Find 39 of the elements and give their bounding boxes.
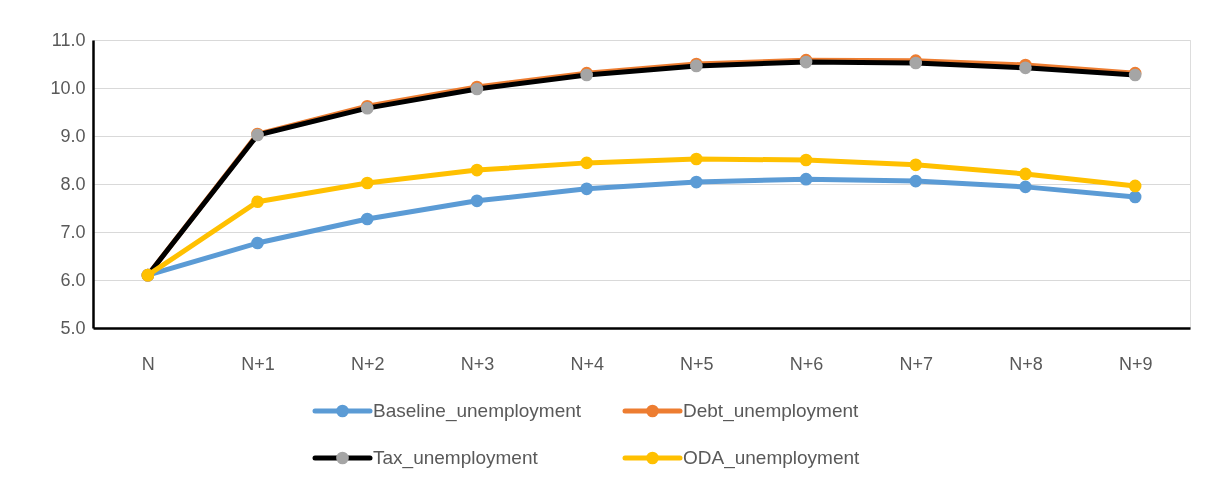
y-tick-label: 5.0 [60, 317, 86, 338]
y-tick-label: 9.0 [60, 125, 86, 146]
legend-label: Baseline_unemployment [373, 400, 582, 422]
point [251, 195, 264, 209]
x-tick-label: N+2 [350, 353, 385, 374]
x-tick-label: N [141, 353, 155, 374]
x-tick-label: N+9 [1118, 353, 1153, 374]
x-tick-label: N+5 [680, 353, 714, 374]
x-tick-label: N+6 [789, 353, 824, 374]
point [580, 182, 593, 196]
point [470, 194, 484, 208]
point [251, 236, 264, 250]
point [580, 156, 593, 170]
point [1019, 167, 1032, 181]
x-tick-label: N+1 [241, 353, 275, 374]
y-tick-label: 7.0 [60, 221, 86, 242]
legend-label: ODA_unemployment [683, 447, 861, 469]
legend-label: Debt_unemployment [683, 400, 860, 422]
point [690, 152, 703, 166]
x-tick-label: N+4 [570, 353, 604, 374]
y-tick-label: 8.0 [60, 173, 86, 194]
point [799, 153, 813, 167]
legend-label: Tax_unemployment [373, 447, 539, 469]
point [1019, 180, 1032, 194]
y-tick-label: 10.0 [50, 77, 86, 98]
point [909, 174, 923, 188]
point [799, 172, 813, 186]
x-tick-label: N+7 [899, 353, 934, 374]
point [470, 163, 484, 177]
point [1128, 190, 1142, 204]
point [360, 176, 374, 190]
y-tick-label: 6.0 [60, 269, 86, 290]
point [690, 175, 703, 189]
x-tick-label: N+8 [1009, 353, 1043, 374]
point [1128, 179, 1142, 193]
y-tick-label: 11.0 [51, 29, 86, 50]
point [360, 212, 374, 226]
point [909, 158, 923, 172]
x-tick-label: N+3 [460, 353, 495, 374]
